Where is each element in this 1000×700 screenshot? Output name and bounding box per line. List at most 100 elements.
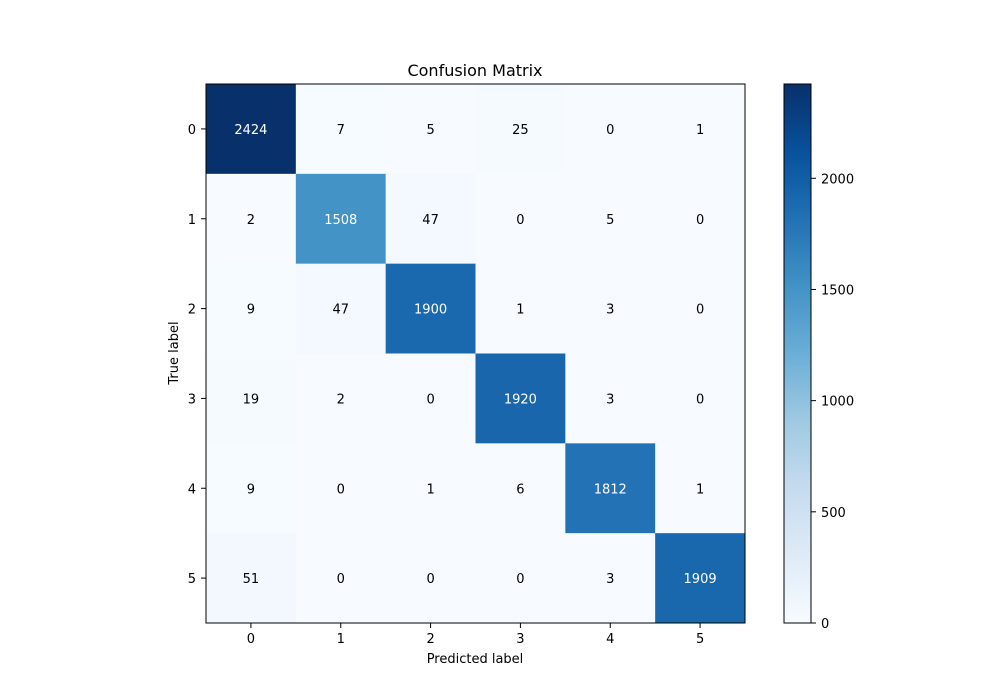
heatmap-cell-2-4 [565,263,656,354]
heatmap-cell-1-4 [565,173,656,265]
heatmap-cell-1-2 [385,173,476,265]
colorbar-tick-label-3: 1500 [821,283,854,298]
heatmap-cell-0-1 [295,84,387,175]
colorbar-frame [783,83,812,624]
heatmap-cell-2-1 [295,263,387,354]
cell-value-2-3: 1 [516,303,524,318]
cell-value-2-4: 3 [606,303,614,318]
heatmap-cell-5-4 [565,533,656,624]
cell-value-5-0: 51 [243,572,260,587]
heatmap-cell-3-5 [655,353,746,444]
colorbar-tick-label-2: 1000 [821,395,854,410]
heatmap-cell-5-1 [295,533,387,624]
cell-value-5-5: 1909 [684,572,717,587]
cell-value-2-1: 47 [332,303,349,318]
cell-value-3-1: 2 [337,392,345,407]
x-tick-label-2: 2 [426,632,434,647]
cell-value-4-0: 9 [247,482,255,497]
cell-value-0-0: 2424 [234,123,267,138]
cell-value-3-4: 3 [606,392,614,407]
y-axis-ticks: 0 1 2 3 4 5 [188,123,206,587]
colorbar [784,84,811,623]
heatmap-cell-5-0 [206,533,297,624]
cell-value-1-5: 0 [696,213,704,228]
heatmap-cell-5-3 [475,533,566,624]
cell-value-3-3: 1920 [504,392,537,407]
y-tick-label-4: 4 [188,482,196,497]
x-tick-label-0: 0 [247,632,255,647]
cell-value-5-2: 0 [426,572,434,587]
heatmap-cell-2-0 [206,263,297,354]
cell-value-3-0: 19 [243,392,260,407]
heatmap-cell-1-3 [475,173,566,265]
cell-value-5-1: 0 [337,572,345,587]
heatmap-cell-0-3 [475,84,566,175]
heatmap-cell-labels: 2424 7 5 25 0 12 1508 47 0 5 09 47 1900 1 3 019 2 0 1920 3 0… [234,123,716,587]
y-tick-label-3: 3 [188,392,196,407]
y-tick-label-5: 5 [188,572,196,587]
heatmap-cell-0-2 [385,84,476,175]
cell-value-1-4: 5 [606,213,614,228]
colorbar-tick-label-0: 0 [821,617,829,632]
heatmap-cell-3-4 [565,353,656,444]
chart-title: Confusion Matrix [407,61,542,80]
heatmap-cell-0-4 [565,84,656,175]
y-tick-label-2: 2 [188,303,196,318]
cell-value-0-5: 1 [696,123,704,138]
plot-frame [205,83,746,624]
heatmap-cell-5-2 [385,533,476,624]
cell-value-2-5: 0 [696,303,704,318]
cell-value-4-1: 0 [337,482,345,497]
cell-value-1-1: 1508 [324,213,357,228]
y-tick-label-0: 0 [188,123,196,138]
heatmap-cells [206,84,746,624]
heatmap-cell-2-5 [655,263,746,354]
heatmap-cell-3-0 [206,353,297,444]
cell-value-4-4: 1812 [594,482,627,497]
cell-value-2-0: 9 [247,303,255,318]
cell-value-0-1: 7 [337,123,345,138]
cell-value-2-2: 1900 [414,303,447,318]
x-axis-label: Predicted label [427,652,524,667]
heatmap-cell-1-0 [206,173,297,265]
cell-value-0-4: 0 [606,123,614,138]
heatmap-cell-4-4 [565,443,656,534]
heatmap-cell-4-1 [295,443,387,534]
heatmap-cell-5-5 [655,533,746,624]
cell-value-4-3: 6 [516,482,524,497]
cell-value-5-3: 0 [516,572,524,587]
heatmap-cell-1-1 [295,173,387,265]
cell-value-1-3: 0 [516,213,524,228]
heatmap-cell-2-2 [385,263,476,354]
heatmap-cell-3-2 [385,353,476,444]
heatmap-cell-4-0 [206,443,297,534]
cell-value-1-0: 2 [247,213,255,228]
cell-value-3-5: 0 [696,392,704,407]
heatmap-cell-3-3 [475,353,566,444]
heatmap-cell-0-0 [206,84,297,175]
heatmap-cell-4-2 [385,443,476,534]
heatmap-cell-0-5 [655,84,746,175]
colorbar-ticks: 0 500 1000 1500 2000 [811,172,854,632]
colorbar-tick-label-4: 2000 [821,172,854,187]
heatmap-cell-4-3 [475,443,566,534]
heatmap-cell-2-3 [475,263,566,354]
y-tick-label-1: 1 [188,213,196,228]
x-axis-ticks: 0 1 2 3 4 5 [247,623,704,647]
cell-value-4-2: 1 [426,482,434,497]
cell-value-4-5: 1 [696,482,704,497]
cell-value-0-2: 5 [426,123,434,138]
x-tick-label-4: 4 [606,632,614,647]
cell-value-1-2: 47 [422,213,439,228]
x-tick-label-3: 3 [516,632,524,647]
cell-value-0-3: 25 [512,123,529,138]
y-axis-label: True label [167,321,182,385]
x-tick-label-1: 1 [337,632,345,647]
colorbar-tick-label-1: 500 [821,506,846,521]
heatmap-cell-3-1 [295,353,387,444]
heatmap-cell-4-5 [655,443,746,534]
x-tick-label-5: 5 [696,632,704,647]
cell-value-5-4: 3 [606,572,614,587]
